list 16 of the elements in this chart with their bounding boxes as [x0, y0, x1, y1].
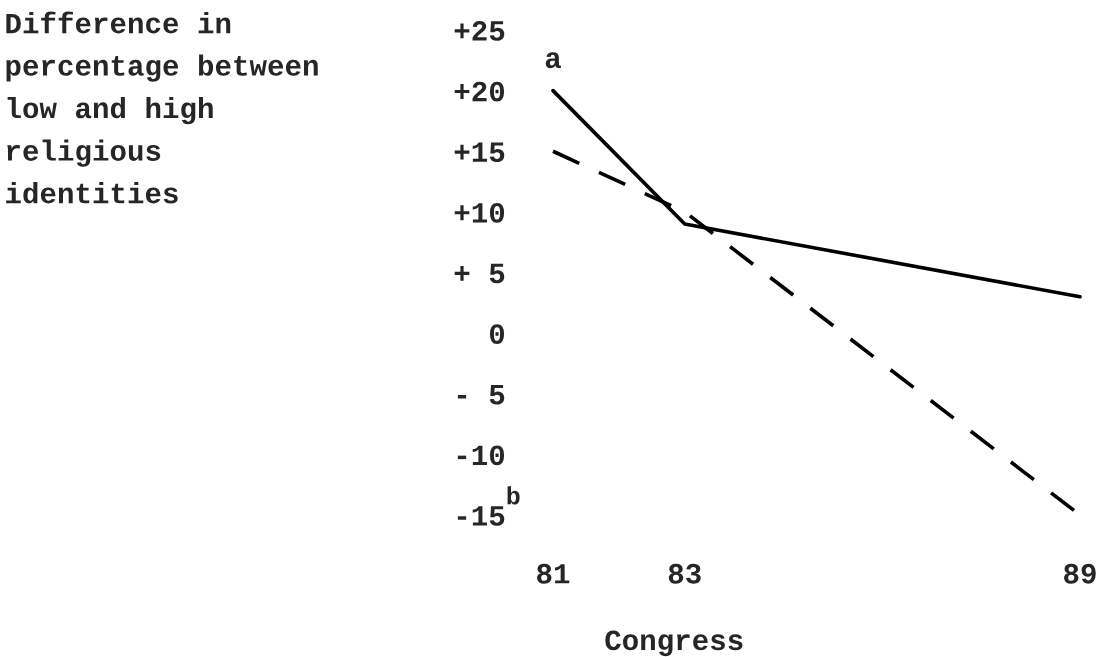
text: b: [507, 486, 520, 505]
y-tick-label: - 5: [457, 385, 505, 405]
y-tick-label: +15: [454, 142, 505, 163]
y-tick-label: +25: [454, 21, 505, 41]
annotation: a: [545, 52, 562, 69]
y-axis-title: Difference in percentage between low and high religious identities: [6, 11, 318, 204]
y-tick-label: 0: [489, 324, 505, 344]
x-tick-label: 81: [537, 563, 570, 584]
y-tick-label: -10: [457, 445, 505, 466]
y-tick-label: + 5: [454, 263, 505, 284]
y-tick-label: +20: [454, 81, 505, 102]
x-axis-title: Congress: [605, 630, 743, 657]
x-tick-label: 89: [1064, 563, 1096, 584]
y-tick-label: -15: [457, 506, 505, 526]
y-tick-label: +10: [454, 202, 505, 223]
x-tick-label: 83: [668, 563, 701, 584]
